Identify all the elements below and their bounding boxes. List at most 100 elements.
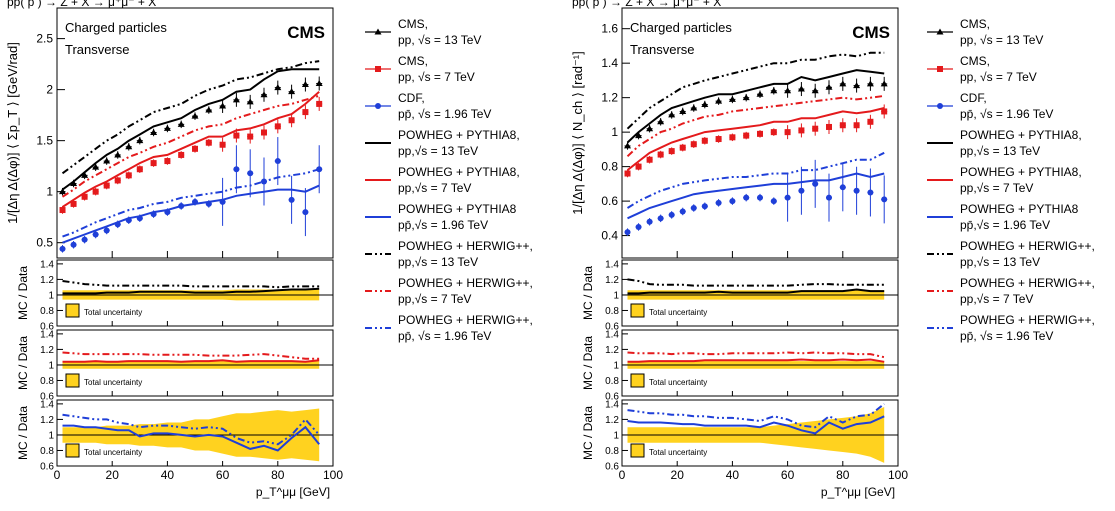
ratio-panel-frame	[56, 259, 334, 327]
legend-entry-title: POWHEG + PYTHIA8	[960, 202, 1079, 216]
y-tick-label: 0.5	[36, 236, 53, 250]
ratio-line	[627, 278, 885, 287]
x-tick-label: 20	[671, 468, 685, 482]
x-axis-title: p_T^μμ [GeV]	[821, 485, 895, 499]
data-point	[261, 129, 267, 136]
data-point	[288, 88, 296, 95]
y-tick-label: 2.5	[36, 32, 53, 46]
series-line	[61, 90, 320, 208]
ratio-line	[62, 351, 320, 360]
legend-entry-title: CDF,	[960, 91, 987, 105]
ratio-y-title: MC / Data	[16, 406, 30, 460]
data-point	[233, 132, 240, 139]
legend-entry-subtitle: pp, √s = 7 TeV	[960, 70, 1037, 84]
y-tick-label: 1.2	[601, 91, 618, 105]
data-point	[728, 95, 736, 102]
cms-label: CMS	[852, 23, 890, 42]
ratio-line	[627, 351, 885, 359]
data-point	[103, 182, 110, 189]
data-point	[232, 96, 240, 103]
region-label-charged: Charged particles	[630, 20, 732, 35]
region-label-transverse: Transverse	[630, 42, 695, 57]
ratio-y-tick-label: 1.4	[605, 329, 619, 340]
uncertainty-label: Total uncertainty	[649, 378, 707, 387]
data-point	[657, 151, 664, 158]
data-point	[635, 132, 643, 139]
legend-entry-title: POWHEG + PYTHIA8,	[398, 165, 520, 179]
data-point	[797, 85, 805, 92]
ratio-y-tick-label: 0.8	[40, 306, 54, 317]
legend-entry-title: POWHEG + PYTHIA8,	[398, 128, 520, 142]
legend-marker	[937, 66, 943, 72]
data-point	[867, 189, 874, 196]
data-point	[811, 87, 819, 94]
x-tick-label: 80	[271, 468, 285, 482]
ratio-y-tick-label: 0.8	[40, 446, 54, 457]
data-point	[624, 229, 631, 236]
y-tick-label: 1.5	[36, 134, 53, 148]
data-point	[812, 125, 819, 132]
data-point	[125, 172, 132, 179]
ratio-y-tick-label: 0.8	[605, 306, 619, 317]
data-point	[274, 123, 281, 130]
legend-entry-subtitle: pp̄, √s = 1.96 TeV	[398, 329, 491, 343]
process-label: pp( p̄ ) → Z + X → μ⁺μ⁻ + X	[572, 0, 721, 9]
y-tick-label: 0.6	[601, 194, 618, 208]
ratio-y-tick-label: 1	[613, 290, 619, 301]
data-point	[770, 198, 777, 205]
series-line	[627, 172, 885, 220]
ratio-y-tick-label: 0.6	[40, 462, 54, 473]
ratio-line	[627, 288, 885, 295]
uncertainty-label: Total uncertainty	[84, 378, 142, 387]
data-point	[881, 196, 888, 203]
ratio-y-title: MC / Data	[581, 266, 595, 320]
data-point	[59, 188, 67, 195]
ratio-y-tick-label: 0.6	[605, 322, 619, 333]
legend-entry-subtitle: pp̄,√s = 1.96 TeV	[398, 218, 488, 232]
data-point	[150, 160, 157, 167]
data-point	[646, 218, 653, 225]
process-label: pp( p̄ ) → Z + X → μ⁺μ⁻ + X	[7, 0, 156, 9]
data-point	[635, 163, 642, 170]
ratio-y-tick-label: 1.2	[605, 345, 619, 356]
data-point	[163, 124, 171, 131]
uncertainty-swatch	[65, 443, 80, 458]
data-point	[261, 178, 267, 185]
y-tick-label: 0.8	[601, 160, 618, 174]
ratio-y-tick-label: 1.4	[605, 399, 619, 410]
legend-entry-subtitle: pp,√s = 13 TeV	[398, 144, 478, 158]
x-tick-label: 40	[161, 468, 175, 482]
data-point	[853, 122, 860, 129]
x-tick-label: 60	[781, 468, 795, 482]
y-tick-label: 0.4	[601, 229, 618, 243]
ratio-y-tick-label: 1.4	[40, 259, 54, 270]
data-point	[690, 205, 697, 211]
data-point	[70, 241, 77, 248]
data-point	[729, 198, 736, 205]
data-point	[839, 122, 846, 129]
data-point	[81, 236, 88, 243]
data-point	[274, 158, 281, 165]
data-point	[302, 109, 309, 116]
y-tick-label: 1.6	[601, 22, 618, 36]
legend-marker	[937, 103, 943, 109]
legend-entry-title: POWHEG + HERWIG++,	[398, 239, 533, 253]
data-point	[690, 104, 698, 111]
data-point	[729, 134, 736, 141]
data-point	[302, 209, 309, 216]
ratio-line	[62, 359, 320, 363]
legend-entry-title: POWHEG + HERWIG++,	[398, 276, 533, 290]
ratio-panel-frame	[56, 399, 334, 467]
legend-entry-subtitle: pp,√s = 13 TeV	[398, 255, 478, 269]
ratio-y-tick-label: 1	[48, 290, 54, 301]
data-point	[715, 97, 723, 104]
data-point	[784, 129, 791, 136]
data-point	[690, 141, 697, 148]
legend-entry-title: POWHEG + HERWIG++,	[960, 276, 1095, 290]
data-point	[853, 82, 861, 89]
data-point	[743, 132, 750, 139]
ratio-y-tick-label: 0.6	[40, 392, 54, 403]
data-point	[316, 100, 323, 107]
ratio-y-tick-label: 1.4	[605, 259, 619, 270]
